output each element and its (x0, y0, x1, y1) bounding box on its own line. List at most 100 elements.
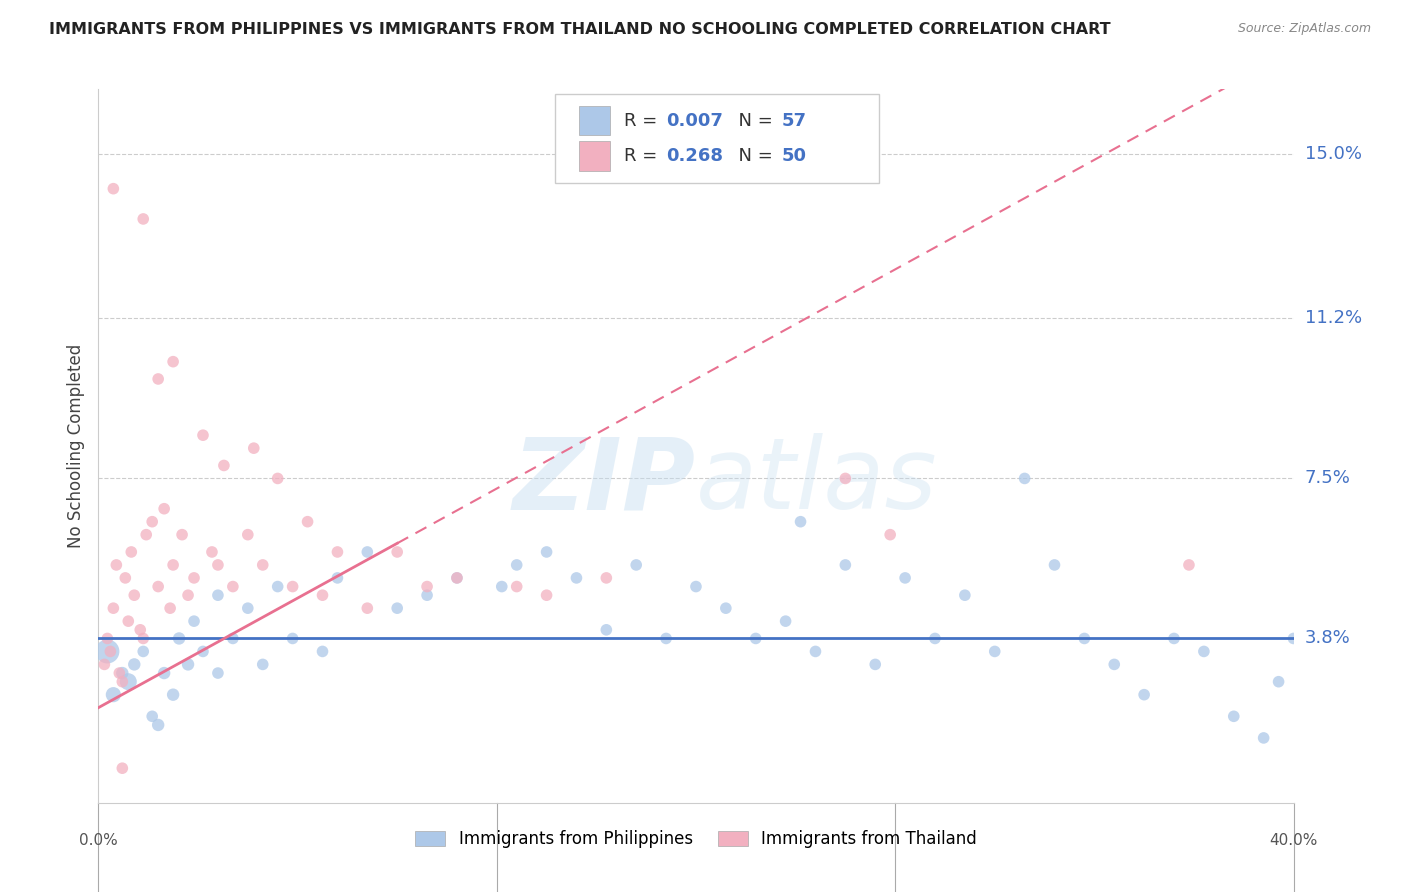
Text: 50: 50 (782, 147, 807, 165)
Point (385, 545, 409, 559)
Point (416, 580, 439, 594)
Point (207, 588, 229, 602)
Point (491, 580, 513, 594)
Point (177, 588, 200, 602)
Point (114, 571, 136, 585)
Point (148, 372, 170, 386)
Point (207, 666, 229, 681)
Point (105, 558, 128, 572)
Point (252, 558, 274, 572)
Point (385, 601, 409, 615)
Point (103, 601, 125, 615)
Point (98, 644, 122, 658)
Point (1014, 471, 1036, 485)
Point (111, 761, 134, 775)
Point (103, 688, 125, 702)
Text: 3.8%: 3.8% (1305, 630, 1350, 648)
Point (212, 458, 235, 473)
Point (141, 709, 163, 723)
Point (267, 471, 290, 485)
Point (297, 515, 319, 529)
Point (311, 644, 333, 658)
Point (93, 657, 115, 672)
Point (124, 588, 146, 602)
Text: 0.268: 0.268 (666, 147, 724, 165)
Point (416, 588, 439, 602)
Point (162, 558, 184, 572)
Point (834, 558, 856, 572)
Point (141, 515, 163, 529)
Point (894, 571, 917, 585)
Point (446, 571, 468, 585)
Text: 40.0%: 40.0% (1270, 833, 1317, 848)
Point (167, 632, 190, 646)
Point (183, 571, 205, 585)
Point (311, 588, 333, 602)
Point (834, 471, 856, 485)
Point (191, 428, 214, 442)
Text: ZIP: ZIP (513, 434, 696, 530)
Point (207, 558, 229, 572)
Text: N =: N = (727, 147, 779, 165)
Point (172, 527, 194, 541)
Point (148, 580, 170, 594)
Point (506, 580, 529, 594)
Text: 0.007: 0.007 (666, 112, 723, 129)
Point (177, 657, 200, 672)
Point (183, 614, 205, 628)
Point (281, 632, 304, 646)
Point (111, 666, 134, 681)
Text: 7.5%: 7.5% (1305, 469, 1351, 487)
Point (267, 580, 290, 594)
Point (222, 632, 245, 646)
Y-axis label: No Schooling Completed: No Schooling Completed (66, 344, 84, 548)
Point (1043, 558, 1066, 572)
Point (536, 545, 558, 559)
Point (1163, 632, 1185, 646)
Point (1282, 632, 1305, 646)
Point (243, 441, 266, 455)
Point (132, 211, 155, 226)
Point (132, 632, 155, 646)
Point (1073, 632, 1095, 646)
Point (201, 545, 224, 559)
Point (153, 501, 176, 516)
Point (1104, 657, 1126, 672)
Point (103, 182, 125, 196)
Point (96, 632, 118, 646)
Text: IMMIGRANTS FROM PHILIPPINES VS IMMIGRANTS FROM THAILAND NO SCHOOLING COMPLETED C: IMMIGRANTS FROM PHILIPPINES VS IMMIGRANT… (49, 22, 1111, 37)
Point (124, 657, 146, 672)
Point (236, 527, 259, 541)
Point (745, 632, 768, 646)
Legend: Immigrants from Philippines, Immigrants from Thailand: Immigrants from Philippines, Immigrants … (409, 824, 983, 855)
Point (565, 571, 588, 585)
Point (252, 657, 274, 672)
Point (1133, 688, 1156, 702)
Point (595, 571, 617, 585)
Point (953, 588, 976, 602)
Point (655, 632, 678, 646)
Point (984, 644, 1007, 658)
Point (326, 545, 349, 559)
Point (129, 623, 152, 637)
Point (879, 527, 901, 541)
Text: 57: 57 (782, 112, 807, 129)
Point (595, 623, 617, 637)
Text: 11.2%: 11.2% (1305, 310, 1362, 327)
Point (714, 601, 737, 615)
Point (356, 545, 378, 559)
Point (117, 674, 139, 689)
Point (153, 666, 176, 681)
Point (148, 718, 170, 732)
Point (135, 527, 157, 541)
Point (865, 657, 887, 672)
Point (162, 688, 184, 702)
Point (132, 644, 155, 658)
Point (775, 614, 797, 628)
Point (108, 666, 131, 681)
Point (1267, 674, 1289, 689)
Point (536, 588, 558, 602)
Text: R =: R = (624, 112, 664, 129)
Point (162, 354, 184, 368)
Point (159, 601, 181, 615)
